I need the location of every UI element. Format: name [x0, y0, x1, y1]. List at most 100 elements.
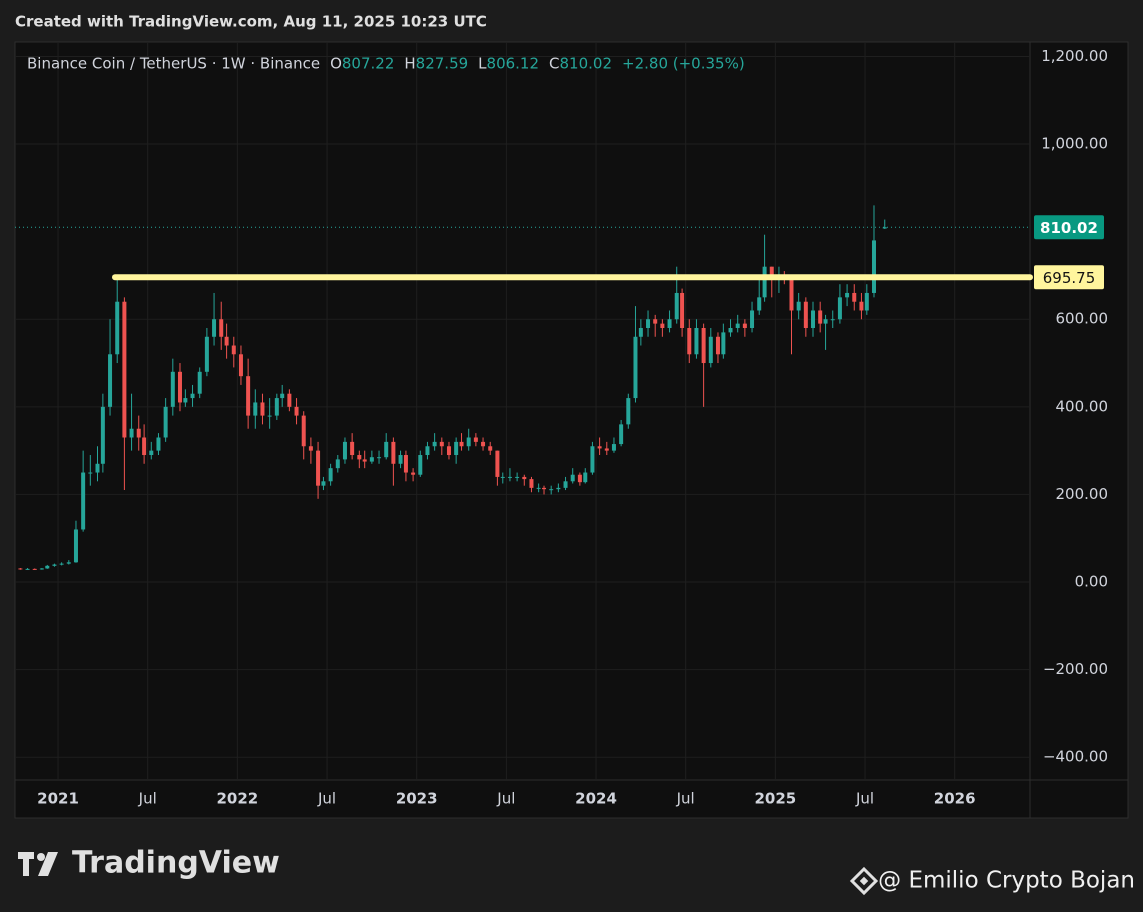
candle-body	[350, 441, 355, 456]
candle-body	[667, 319, 672, 329]
candle-body	[100, 406, 105, 464]
candle-body	[466, 437, 471, 447]
candle-body	[715, 336, 720, 355]
y-tick-label: 1,000.00	[1041, 135, 1108, 153]
candle-body	[454, 441, 459, 456]
candle-body	[871, 240, 876, 293]
candle-body	[411, 472, 416, 475]
x-tick-label: Jul	[496, 790, 515, 808]
overlay: 810.02 695.75	[15, 215, 1104, 290]
candle-body	[280, 393, 285, 399]
candle-body	[391, 441, 396, 464]
x-tick-label: Jul	[676, 790, 695, 808]
candle-body	[204, 336, 209, 372]
x-tick-label: 2026	[934, 790, 976, 808]
candle-body	[136, 428, 141, 438]
candle-body	[495, 450, 500, 477]
candle-body	[563, 481, 568, 488]
candle-body	[646, 319, 651, 329]
candle-body	[522, 476, 527, 480]
candle-body	[66, 562, 71, 564]
candle-body	[163, 406, 168, 438]
candle-body	[321, 481, 326, 486]
candle-body	[473, 437, 478, 442]
candle-body	[687, 328, 692, 355]
candle-body	[674, 292, 679, 320]
candle-body	[638, 328, 643, 337]
candle-body	[577, 474, 582, 483]
y-tick-label: 400.00	[1056, 397, 1109, 415]
level-label: 695.75	[1043, 269, 1096, 287]
candle-body	[142, 437, 147, 456]
ohlc-legend: O 807.22 H 827.59 L 806.12 C 810.02 +2.80 (+0.35…	[330, 55, 745, 73]
candle-body	[459, 441, 464, 447]
x-tick-label: Jul	[855, 790, 874, 808]
ohlc-value: 810.02	[560, 55, 613, 73]
candle-body	[224, 336, 229, 346]
candle-body	[439, 441, 444, 447]
candle-body	[335, 459, 340, 469]
brand: TradingView	[72, 846, 280, 881]
candle-body	[769, 266, 774, 280]
candle-body	[294, 406, 299, 416]
candle-body	[570, 474, 575, 482]
candle-body	[316, 450, 321, 486]
candle-body	[803, 301, 808, 329]
candle-body	[39, 568, 44, 570]
candle-body	[197, 371, 202, 394]
candle-body	[653, 319, 658, 324]
candle-body	[488, 446, 493, 451]
candle-body	[342, 441, 347, 460]
candle-body	[529, 479, 534, 488]
candles	[18, 205, 887, 570]
candle-body	[425, 446, 430, 456]
candle-body	[231, 345, 236, 355]
candle-body	[287, 393, 292, 407]
candle-body	[149, 450, 154, 456]
candle-body	[108, 354, 113, 407]
candle-body	[852, 292, 857, 302]
candle-body	[267, 415, 272, 417]
candle-body	[619, 424, 624, 445]
candle-body	[818, 310, 823, 324]
candle-body	[260, 402, 265, 416]
candle-body	[238, 354, 243, 377]
candle-body	[156, 437, 161, 451]
candle-body	[59, 563, 64, 565]
y-tick-label: 1,200.00	[1041, 47, 1108, 65]
candle-body	[95, 463, 100, 473]
x-tick-label: Jul	[138, 790, 157, 808]
x-tick-label: Jul	[317, 790, 336, 808]
candle-body	[789, 279, 794, 311]
x-tick-label: 2024	[575, 790, 617, 808]
candle-body	[694, 328, 699, 355]
candle-body	[556, 487, 561, 490]
x-tick-label: 2025	[754, 790, 796, 808]
candle-body	[328, 468, 333, 482]
candle-body	[246, 376, 251, 416]
candle-body	[823, 319, 828, 324]
candle-body	[701, 328, 706, 364]
candle-body	[500, 476, 505, 478]
ohlc-value: 827.59	[416, 55, 469, 73]
candle-body	[590, 446, 595, 473]
candle-body	[481, 441, 486, 447]
candle-body	[308, 446, 313, 451]
candle-body	[418, 455, 423, 475]
ohlc-letter: L	[478, 55, 487, 73]
candle-body	[735, 323, 740, 329]
candle-body	[882, 227, 887, 229]
level-tag	[1034, 265, 1104, 290]
candle-body	[403, 455, 408, 473]
candle-body	[115, 301, 120, 355]
candle-body	[837, 297, 842, 320]
candle-body	[212, 319, 217, 337]
last-price-label: 810.02	[1040, 219, 1098, 237]
ohlc-value: 807.22	[342, 55, 395, 73]
candle-body	[597, 446, 602, 449]
grid: 1,200.00 1,000.00 600.00 400.00 200.00 0.00 −2…	[15, 42, 1128, 818]
plot-panel	[14, 41, 1129, 819]
candle-body	[446, 446, 451, 456]
candle-body	[542, 487, 547, 490]
